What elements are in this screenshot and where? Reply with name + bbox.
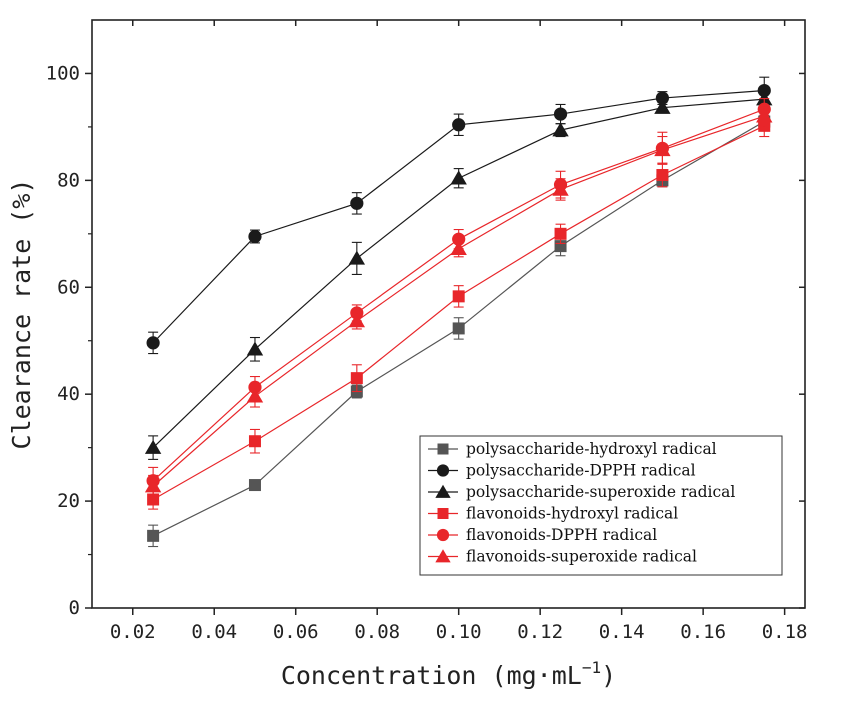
axes: 0.02 0.04 0.06 0.08 0.10 0.12 0.14 0.16 0.18 0 20 4…	[46, 19, 808, 643]
y-tick-label: 20	[57, 490, 80, 512]
x-tick-label: 0.04	[191, 621, 237, 643]
x-axis-title: Concentration (mg·mL−1)	[281, 658, 616, 690]
x-tick-label: 0.16	[680, 621, 726, 643]
x-tick-label: 0.14	[599, 621, 645, 643]
x-axis-title-sup: −1	[582, 658, 601, 677]
marker-triangle	[435, 549, 451, 563]
marker-triangle	[450, 240, 467, 256]
marker-triangle	[348, 250, 366, 265]
marker-square	[452, 290, 465, 303]
x-tick-label: 0.18	[762, 621, 808, 643]
marker-triangle	[654, 99, 671, 114]
legend-entry: polysaccharide-DPPH radical	[466, 462, 696, 480]
marker-square	[437, 508, 449, 519]
marker-square	[248, 479, 261, 492]
series-3	[144, 91, 773, 460]
marker-triangle	[246, 388, 264, 403]
series-4	[147, 114, 771, 510]
legend-entry: flavonoids-hydroxyl radical	[466, 505, 678, 523]
x-tick-label: 0.08	[354, 621, 400, 643]
x-tick-label: 0.12	[517, 621, 563, 643]
series-6	[144, 104, 773, 498]
y-tick-label: 100	[46, 62, 80, 84]
marker-circle	[146, 336, 160, 350]
marker-triangle	[450, 170, 467, 185]
marker-square	[437, 443, 449, 455]
marker-triangle	[552, 122, 569, 137]
marker-circle	[655, 91, 670, 105]
x-tick-label: 0.02	[110, 621, 156, 643]
y-tick-label: 0	[69, 597, 80, 619]
y-tick-label: 80	[57, 169, 80, 191]
marker-triangle	[756, 108, 773, 123]
marker-circle	[553, 107, 568, 121]
marker-triangle	[144, 478, 162, 493]
marker-triangle	[435, 484, 451, 498]
marker-circle	[452, 118, 466, 132]
marker-circle	[350, 196, 364, 210]
series-line	[152, 98, 765, 449]
x-tick-label: 0.06	[273, 621, 319, 643]
marker-circle	[436, 464, 450, 477]
marker-triangle	[246, 341, 264, 356]
marker-square	[248, 435, 261, 448]
y-tick-label: 60	[57, 276, 80, 298]
marker-square	[147, 529, 160, 542]
x-tick-label: 0.10	[436, 621, 482, 643]
marker-circle	[248, 229, 262, 244]
marker-triangle	[348, 313, 366, 328]
marker-square	[554, 227, 567, 240]
marker-triangle	[552, 181, 569, 196]
legend-entry: polysaccharide-hydroxyl radical	[466, 440, 717, 458]
legend: polysaccharide-hydroxyl radical polysacch…	[419, 435, 783, 576]
marker-square	[656, 169, 669, 182]
y-axis-title: Clearance rate (%)	[7, 179, 36, 450]
marker-square	[350, 372, 363, 385]
marker-triangle	[144, 439, 162, 454]
marker-circle	[452, 232, 466, 246]
series-layer	[144, 76, 773, 548]
marker-square	[452, 322, 465, 335]
legend-entry: polysaccharide-superoxide radical	[466, 483, 735, 501]
x-axis-title-main: Concentration (mg·mL	[281, 661, 582, 690]
series-2	[146, 76, 771, 355]
marker-triangle	[654, 142, 671, 157]
y-tick-label: 40	[57, 383, 80, 405]
marker-circle	[436, 528, 450, 542]
legend-box	[419, 435, 783, 576]
legend-entry: flavonoids-DPPH radical	[466, 526, 657, 544]
legend-entry: flavonoids-superoxide radical	[466, 548, 697, 566]
plot-frame	[91, 19, 806, 609]
x-axis-title-close: )	[601, 661, 616, 690]
